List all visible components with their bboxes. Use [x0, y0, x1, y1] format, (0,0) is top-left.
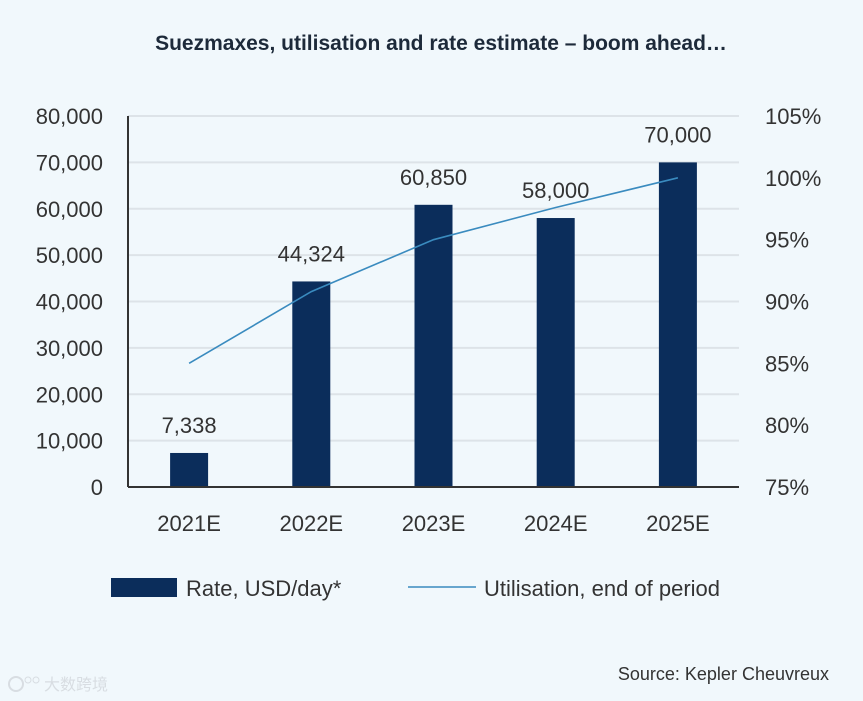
- left-tick-label: 80,000: [36, 104, 103, 129]
- bar: [292, 281, 331, 487]
- bar: [536, 218, 575, 487]
- chart-title: Suezmaxes, utilisation and rate estimate…: [155, 32, 727, 55]
- right-tick-label: 95%: [765, 228, 809, 253]
- data-label: 7,338: [162, 413, 217, 438]
- left-tick-label: 40,000: [36, 290, 103, 315]
- bar: [414, 204, 453, 488]
- left-tick-label: 30,000: [36, 336, 103, 361]
- x-tick-label: 2024E: [524, 511, 588, 536]
- watermark-logo: [8, 676, 40, 692]
- legend-bar-swatch: [111, 578, 177, 597]
- legend: Rate, USD/day* Utilisation, end of perio…: [111, 576, 720, 601]
- data-label: 44,324: [278, 241, 345, 266]
- data-label: 70,000: [644, 122, 711, 147]
- data-label: 60,850: [400, 165, 467, 190]
- right-tick-label: 80%: [765, 413, 809, 438]
- bar: [658, 162, 697, 487]
- left-tick-label: 50,000: [36, 243, 103, 268]
- left-tick-label: 10,000: [36, 429, 103, 454]
- data-label: 58,000: [522, 178, 589, 203]
- bar: [170, 452, 209, 487]
- left-tick-label: 0: [91, 475, 103, 500]
- right-tick-label: 85%: [765, 351, 809, 376]
- left-tick-label: 60,000: [36, 197, 103, 222]
- right-tick-label: 100%: [765, 166, 821, 191]
- legend-utilisation-label: Utilisation, end of period: [484, 576, 720, 601]
- left-tick-label: 20,000: [36, 382, 103, 407]
- x-tick-label: 2021E: [157, 511, 221, 536]
- x-tick-label: 2022E: [279, 511, 343, 536]
- utilisation-line: [188, 177, 679, 365]
- right-tick-label: 105%: [765, 104, 821, 129]
- legend-rate-label: Rate, USD/day*: [186, 576, 342, 601]
- right-tick-label: 90%: [765, 290, 809, 315]
- x-tick-label: 2025E: [646, 511, 710, 536]
- source-note: Source: Kepler Cheuvreux: [618, 664, 829, 684]
- x-tick-label: 2023E: [402, 511, 466, 536]
- left-tick-label: 70,000: [36, 150, 103, 175]
- watermark-text: 大数跨境: [44, 675, 108, 694]
- right-tick-label: 75%: [765, 475, 809, 500]
